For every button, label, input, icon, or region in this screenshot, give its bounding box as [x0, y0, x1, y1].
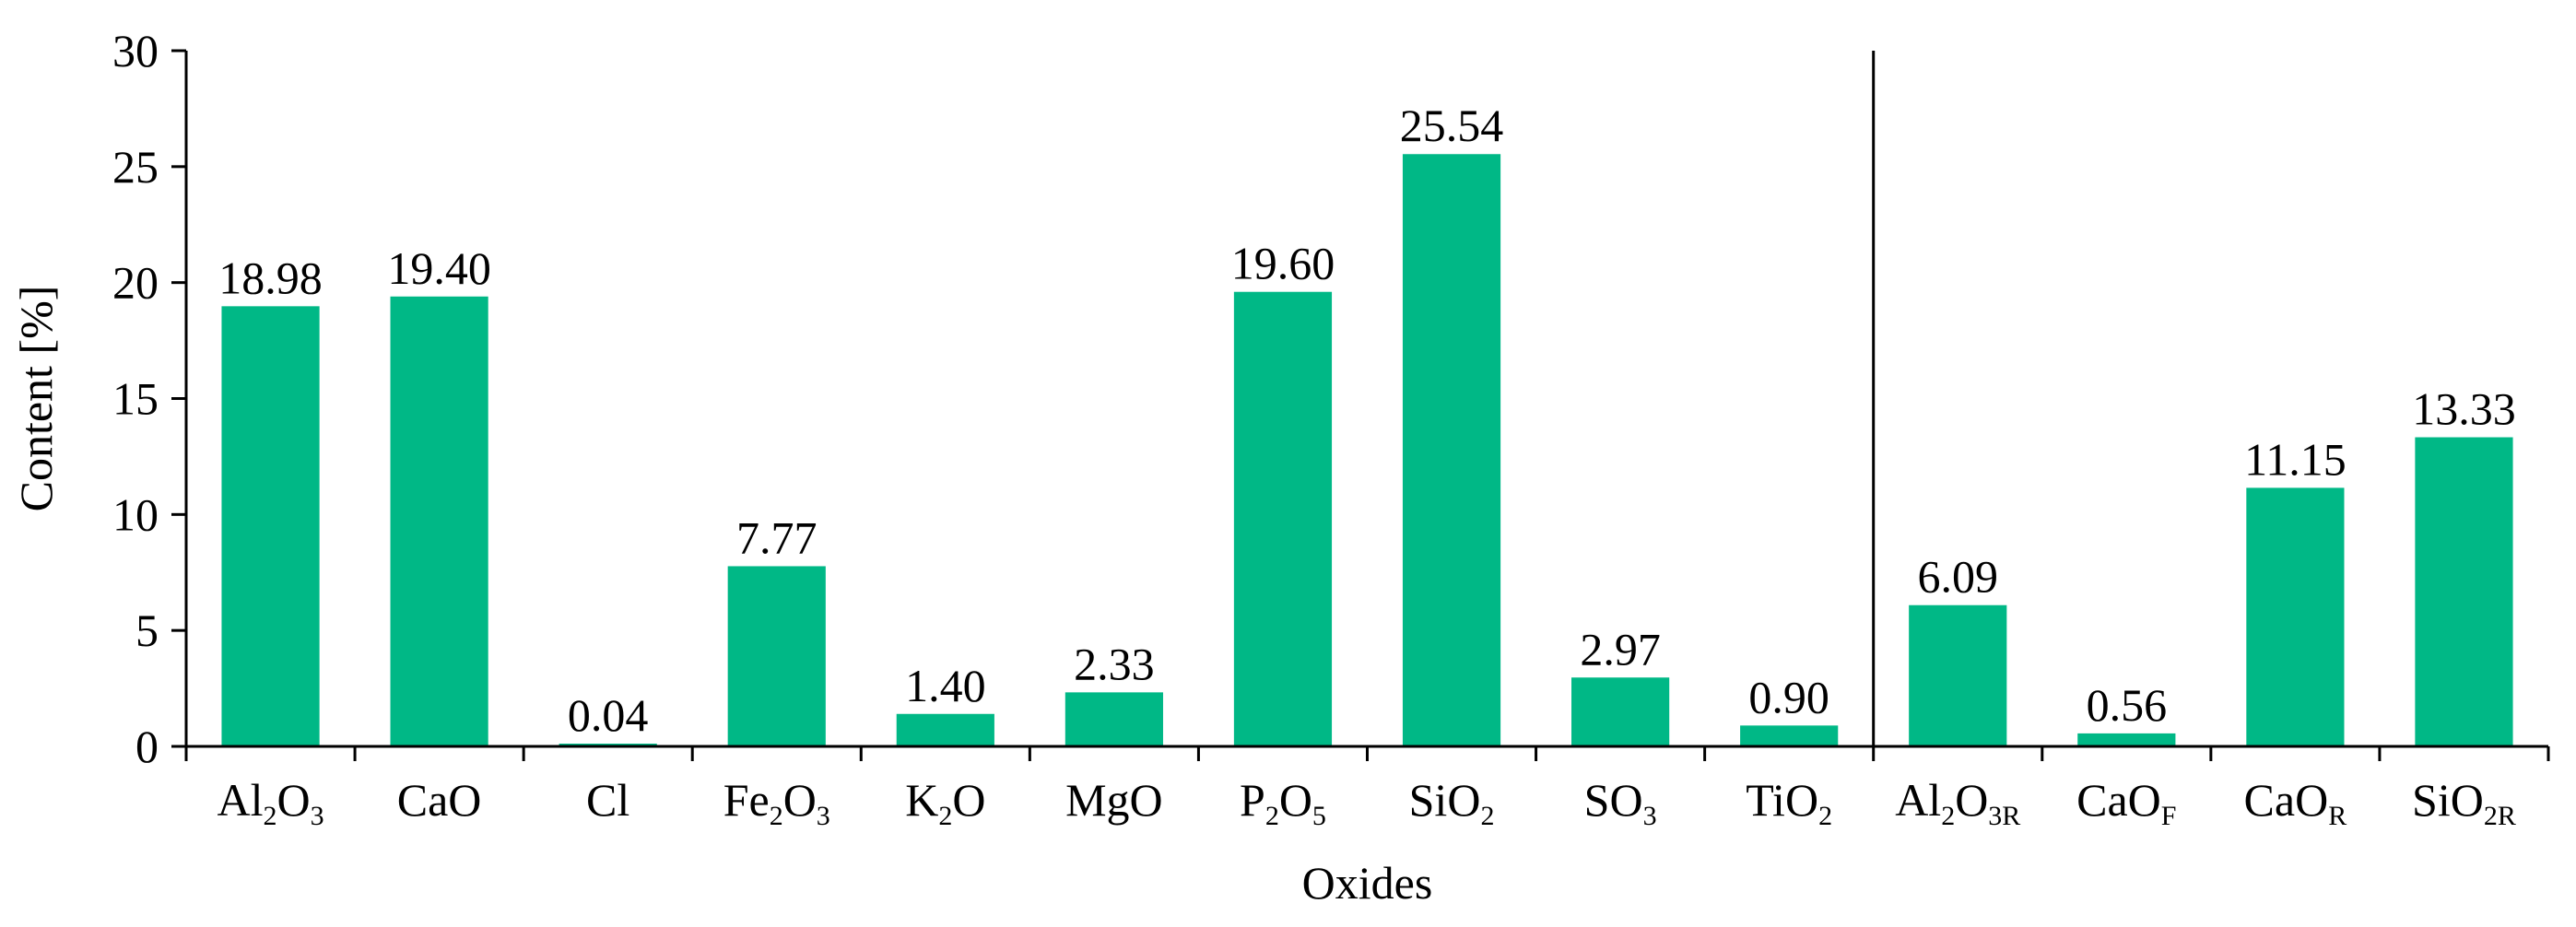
y-axis-title: Content [%]: [10, 286, 62, 512]
bar: [2415, 437, 2513, 746]
bar: [390, 296, 488, 746]
bar: [727, 566, 826, 746]
x-tick-label: CaOR: [2244, 774, 2347, 831]
x-tick-label: Al2O3R: [1895, 774, 2020, 831]
data-label: 6.09: [1918, 551, 1999, 603]
x-tick-label: Fe2O3: [723, 774, 830, 831]
x-tick-label: SiO2: [1409, 774, 1495, 831]
x-tick-label: TiO2: [1746, 774, 1832, 831]
bar: [1233, 291, 1333, 746]
data-label: 2.33: [1074, 638, 1155, 689]
data-label: 18.98: [218, 252, 323, 303]
bar: [1909, 604, 2007, 746]
x-tick-label: P2O5: [1240, 774, 1326, 831]
x-tick-label: CaOF: [2076, 774, 2176, 831]
data-label: 2.97: [1580, 623, 1661, 675]
y-tick-label: 20: [112, 257, 159, 309]
data-label: 25.54: [1400, 100, 1504, 151]
bar: [896, 713, 994, 746]
x-tick-label: CaO: [397, 774, 482, 826]
bar: [1402, 154, 1501, 746]
y-tick-label: 30: [112, 25, 159, 76]
bar: [1065, 692, 1163, 746]
data-label: 13.33: [2412, 383, 2516, 435]
bars-group: [221, 154, 2513, 746]
x-tick-label: SiO2R: [2412, 774, 2516, 831]
x-axis-title: Oxides: [1302, 857, 1433, 909]
data-label: 7.77: [736, 511, 817, 563]
data-label: 11.15: [2244, 433, 2347, 485]
value-labels-group: 18.98 19.40 0.04 7.77 1.40 2.33 19.60 25.54 2.97…: [218, 100, 2515, 741]
y-tick-label: 0: [135, 721, 159, 772]
x-tick-label: K2O: [905, 774, 985, 831]
y-tick-label: 15: [112, 373, 159, 425]
bar: [2077, 733, 2176, 746]
x-tick-label: MgO: [1065, 774, 1163, 826]
x-tick-label: Cl: [586, 774, 629, 826]
data-label: 19.40: [387, 242, 491, 294]
x-axis: Al2O3 CaO Cl Fe2O3 K2O MgO P2O5 SiO2 SO3 TiO2 Al2O…: [184, 745, 2550, 831]
y-tick-label: 25: [112, 141, 159, 193]
bar: [1740, 725, 1839, 746]
x-tick-label: SO3: [1584, 774, 1657, 831]
bar: [2246, 487, 2345, 746]
x-tick-label: Al2O3: [217, 774, 323, 831]
bar: [221, 306, 320, 746]
bar: [1571, 677, 1670, 746]
data-label: 19.60: [1231, 238, 1335, 289]
data-label: 0.04: [568, 689, 649, 741]
y-tick-label: 5: [135, 604, 159, 656]
data-label: 0.56: [2087, 679, 2168, 731]
y-axis: 0 5 10 15 20 25 30: [112, 25, 188, 772]
y-tick-label: 10: [112, 488, 159, 540]
data-label: 1.40: [905, 660, 986, 711]
data-label: 0.90: [1748, 671, 1829, 722]
